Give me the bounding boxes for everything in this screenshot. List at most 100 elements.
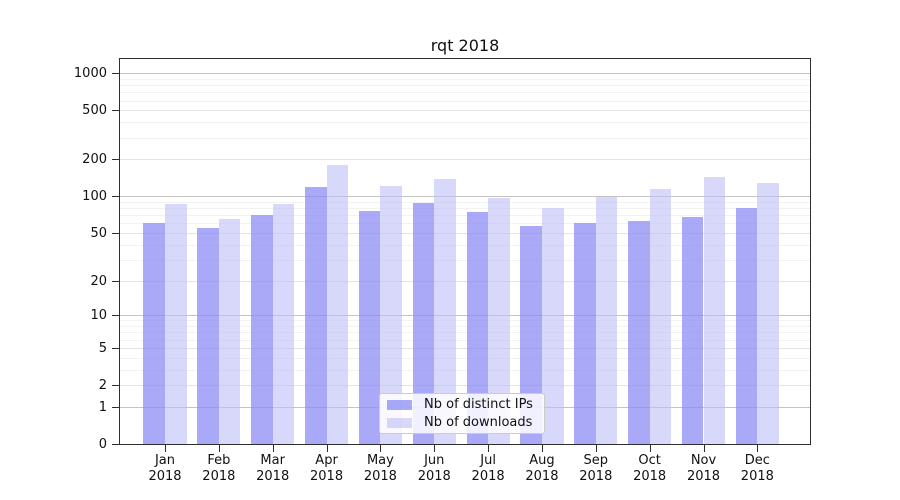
y-tick-mark (112, 315, 119, 317)
gridline (120, 159, 810, 161)
bar-apr-downloads (326, 164, 349, 444)
bar-jun-distinct-ips (412, 202, 435, 444)
gridline (120, 280, 810, 282)
gridline-minor (120, 357, 810, 359)
bar-dec-downloads (757, 183, 779, 444)
y-tick-label: 100 (82, 189, 107, 205)
bar-oct-downloads (649, 189, 672, 444)
legend-swatch-downloads-icon (387, 417, 412, 428)
gridline (120, 347, 810, 349)
y-tick-label: 1 (98, 399, 107, 415)
x-tick-mark (434, 445, 436, 452)
legend-label-downloads: Nb of downloads (424, 415, 533, 430)
gridline-minor (120, 215, 810, 217)
x-tick-label-jun: Jun 2018 (417, 453, 451, 484)
bar-jul-distinct-ips (466, 211, 489, 444)
x-tick-label-feb: Feb 2018 (202, 453, 236, 484)
y-tick-mark (112, 444, 119, 445)
bar-jun-downloads (434, 179, 456, 444)
gridline (120, 233, 810, 235)
y-tick-label: 0 (98, 437, 107, 452)
bar-jan-distinct-ips (143, 222, 165, 444)
y-tick-mark (112, 110, 119, 112)
y-tick-label: 50 (90, 226, 107, 242)
x-tick-mark (541, 445, 543, 452)
x-tick-mark (326, 445, 328, 452)
gridline (120, 385, 810, 387)
y-tick-mark (112, 385, 119, 387)
bar-feb-distinct-ips (197, 228, 219, 444)
y-tick-label: 2 (98, 378, 107, 394)
x-tick-label-oct: Oct 2018 (633, 453, 667, 484)
bar-nov-downloads (703, 176, 726, 444)
bar-jan-downloads (165, 203, 187, 444)
x-tick-mark (380, 445, 382, 452)
gridline (120, 73, 810, 75)
x-tick-label-jul: Jul 2018 (471, 453, 505, 484)
x-tick-label-aug: Aug 2018 (525, 453, 559, 484)
bar-aug-downloads (541, 207, 564, 444)
gridline-minor (120, 201, 810, 203)
x-tick-mark (165, 445, 166, 452)
bar-sep-distinct-ips (574, 222, 596, 444)
bar-may-downloads (380, 185, 402, 444)
bar-feb-downloads (218, 219, 241, 444)
gridline-minor (120, 332, 810, 334)
plot-area: Nb of distinct IPs Nb of downloads (119, 58, 811, 445)
bar-dec-distinct-ips (735, 207, 758, 444)
gridline-minor (120, 85, 810, 87)
x-tick-mark (488, 445, 490, 452)
bar-jul-downloads (488, 197, 510, 444)
y-tick-mark (112, 196, 119, 198)
gridline (120, 110, 810, 112)
y-tick-mark (112, 347, 119, 349)
bar-aug-distinct-ips (520, 226, 542, 444)
gridline-minor (120, 326, 810, 328)
y-tick-label: 500 (82, 103, 107, 119)
bar-apr-distinct-ips (304, 186, 327, 444)
y-tick-mark (112, 73, 119, 75)
gridline-minor (120, 223, 810, 225)
bar-nov-distinct-ips (681, 216, 704, 444)
legend: Nb of distinct IPs Nb of downloads (379, 393, 545, 434)
gridline (120, 196, 810, 198)
y-tick-mark (112, 280, 119, 282)
x-tick-label-sep: Sep 2018 (579, 453, 613, 484)
chart-title: rqt 2018 (430, 36, 500, 55)
gridline-minor (120, 244, 810, 246)
gridline-minor (120, 320, 810, 322)
y-tick-mark (112, 406, 119, 408)
y-tick-label: 200 (82, 152, 107, 168)
bar-oct-distinct-ips (628, 220, 650, 444)
legend-row-distinct-ips: Nb of distinct IPs (380, 397, 544, 412)
y-tick-mark (112, 233, 119, 235)
x-tick-label-mar: Mar 2018 (256, 453, 290, 484)
x-tick-label-apr: Apr 2018 (310, 453, 344, 484)
y-tick-label: 1000 (73, 66, 107, 82)
gridline-minor (120, 369, 810, 371)
bar-may-distinct-ips (358, 210, 381, 444)
gridline-minor (120, 100, 810, 102)
x-tick-mark (272, 445, 274, 452)
gridline-minor (120, 137, 810, 139)
gridline-minor (120, 122, 810, 124)
bar-mar-downloads (272, 204, 295, 444)
y-tick-label: 10 (90, 308, 107, 324)
y-tick-label: 5 (98, 340, 107, 356)
gridline-minor (120, 92, 810, 94)
x-tick-mark (218, 445, 220, 452)
bar-sep-downloads (595, 196, 618, 444)
x-tick-mark (595, 445, 597, 452)
gridline-minor (120, 339, 810, 341)
x-tick-mark (703, 445, 705, 452)
y-tick-mark (112, 159, 119, 161)
bar-mar-distinct-ips (251, 215, 273, 444)
x-tick-label-nov: Nov 2018 (686, 453, 721, 484)
x-tick-label-dec: Dec 2018 (740, 453, 774, 484)
x-tick-mark (649, 445, 651, 452)
gridline (120, 315, 810, 317)
x-tick-label-may: May 2018 (363, 453, 397, 484)
gridline-minor (120, 78, 810, 80)
x-tick-mark (757, 445, 759, 452)
